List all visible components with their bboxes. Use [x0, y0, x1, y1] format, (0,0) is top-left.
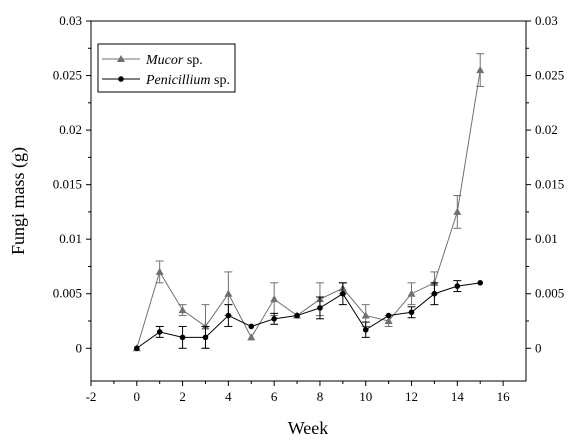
x-tick-label: 12 [405, 389, 418, 404]
y-tick-label-right: 0 [535, 340, 542, 355]
x-tick-label: -2 [86, 389, 97, 404]
data-point-mucor [384, 317, 393, 324]
x-tick-label: 10 [359, 389, 372, 404]
data-point-penicillium [362, 326, 369, 333]
series-penicillium [133, 280, 484, 352]
series-layer [132, 53, 485, 352]
data-point-mucor [453, 207, 462, 215]
legend-label-penicillium: Penicillium sp. [145, 73, 230, 88]
series-line-mucor [136, 70, 481, 349]
y-tick-label-right: 0.01 [535, 231, 558, 246]
y-tick-label-right: 0.02 [535, 122, 558, 137]
data-point-penicillium [202, 334, 209, 341]
y-tick-label-left: 0.01 [59, 231, 82, 246]
data-point-penicillium [340, 290, 346, 297]
x-tick-label: 8 [317, 389, 324, 404]
y-tick-label-left: 0.025 [53, 68, 82, 83]
data-point-penicillium [179, 334, 186, 341]
x-tick-label: 6 [271, 389, 278, 404]
data-point-mucor [407, 289, 416, 297]
axis-ticks [86, 20, 531, 386]
legend-label-penicillium-genus: Penicillium [145, 73, 211, 88]
legend-marker-mucor [117, 55, 125, 62]
data-point-mucor [224, 289, 233, 297]
legend-label-mucor-suffix: sp. [183, 53, 202, 68]
data-point-penicillium [431, 290, 438, 297]
legend-marker-penicillium [118, 76, 124, 82]
legend-label-mucor: Mucor sp. [145, 53, 203, 68]
series-mucor [132, 53, 485, 352]
data-point-mucor [247, 333, 256, 341]
data-point-penicillium [156, 329, 163, 335]
data-point-mucor [361, 311, 370, 319]
y-tick-label-right: 0.015 [535, 177, 564, 192]
data-point-mucor [178, 306, 187, 314]
y-tick-label-left: 0.015 [53, 177, 82, 192]
data-point-penicillium [248, 323, 255, 330]
data-point-penicillium [317, 305, 323, 311]
data-point-mucor [476, 66, 485, 74]
y-tick-label-left: 0.005 [53, 286, 82, 301]
data-point-penicillium [477, 280, 484, 286]
legend-label-penicillium-suffix: sp. [211, 73, 230, 88]
y-tick-label-left: 0.02 [59, 122, 82, 137]
data-point-penicillium [385, 312, 392, 319]
y-tick-label-right: 0.005 [535, 286, 564, 301]
x-tick-label: 2 [179, 389, 186, 404]
data-point-penicillium [271, 316, 277, 322]
data-point-mucor [270, 295, 279, 303]
data-point-mucor [155, 267, 164, 275]
y-tick-label-left: 0 [76, 340, 83, 355]
plot-frame [90, 20, 527, 382]
x-axis-title: Week [288, 418, 329, 438]
data-point-penicillium [454, 283, 461, 289]
legend-label-mucor-genus: Mucor [145, 53, 184, 68]
series-line-penicillium [136, 282, 481, 349]
x-tick-label: 14 [451, 389, 465, 404]
y-tick-label-left: 0.03 [59, 13, 82, 28]
x-tick-label: 4 [225, 389, 232, 404]
axis-tick-labels: -2 0 2 4 6 8 10 12 14 16 0 0 0.005 0.005 0.01 0.01 0.015… [53, 13, 565, 404]
y-tick-label-right: 0.025 [535, 68, 564, 83]
x-tick-label: 0 [134, 389, 141, 404]
x-tick-label: 16 [497, 389, 511, 404]
y-tick-label-right: 0.03 [535, 13, 558, 28]
legend-box [97, 43, 236, 93]
data-point-penicillium [133, 345, 140, 352]
data-point-penicillium [408, 309, 415, 316]
data-point-penicillium [294, 312, 300, 319]
data-point-penicillium [225, 312, 232, 319]
legend: Mucor sp. Penicillium sp. [97, 43, 236, 93]
y-axis-title: Fungi mass (g) [8, 147, 29, 255]
